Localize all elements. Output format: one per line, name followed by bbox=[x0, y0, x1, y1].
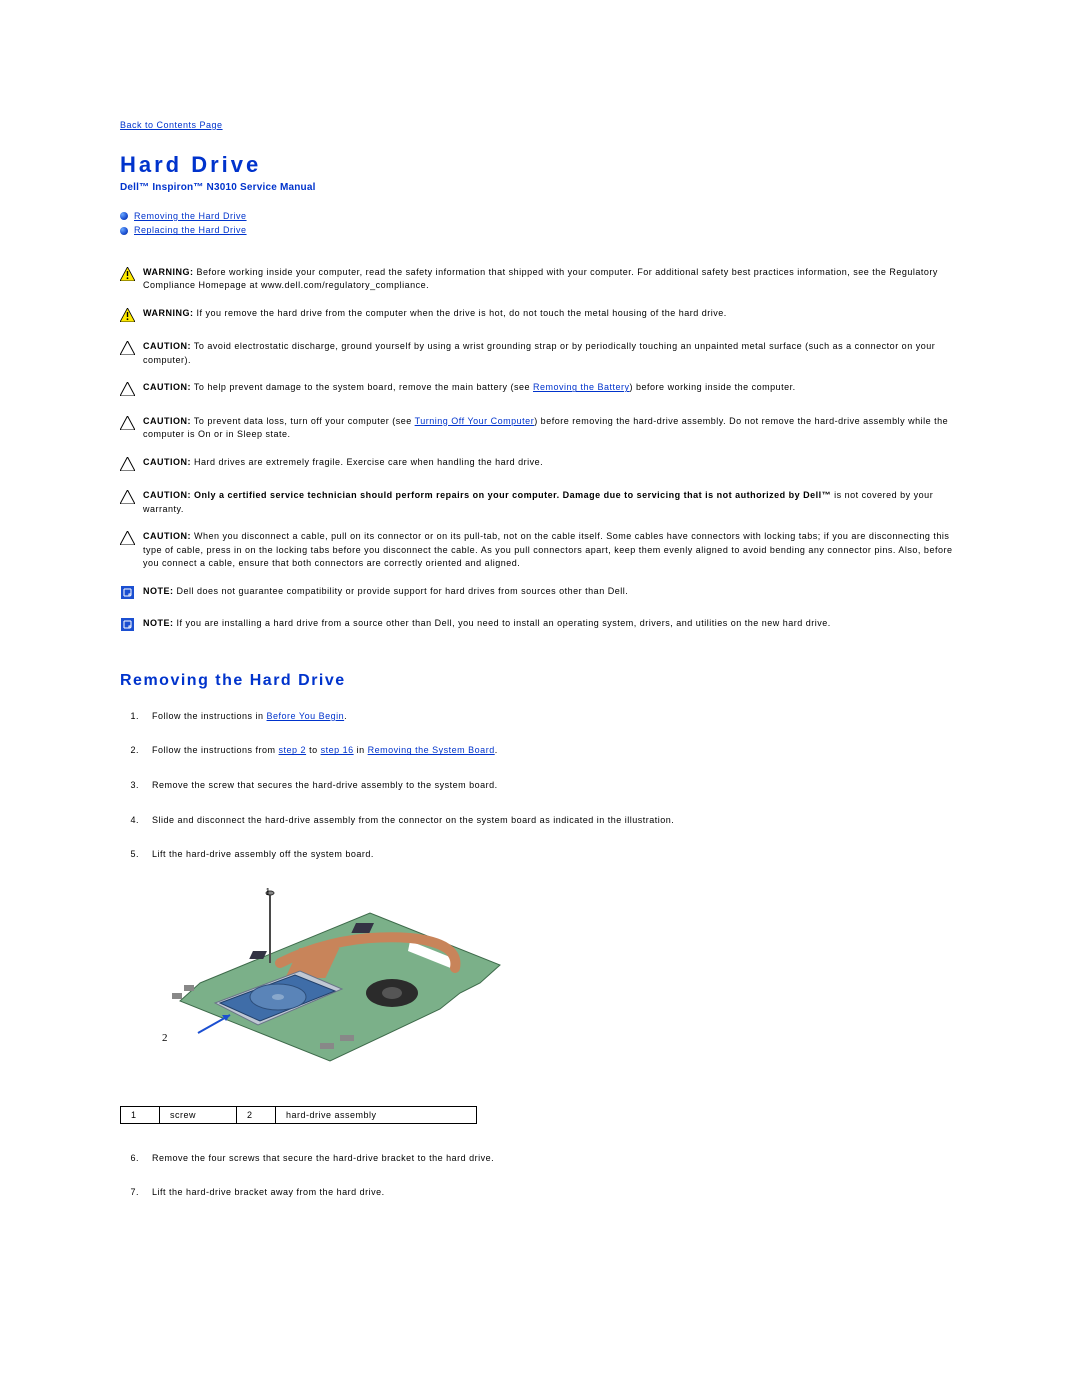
table-cell: hard-drive assembly bbox=[276, 1106, 477, 1123]
back-to-contents: Back to Contents Page bbox=[120, 120, 960, 130]
toc-item: Replacing the Hard Drive bbox=[120, 223, 960, 237]
diagram-callout-2: 2 bbox=[162, 1032, 168, 1044]
step-item: Follow the instructions from step 2 to s… bbox=[142, 744, 960, 757]
diagram-callout-1: 1 bbox=[265, 886, 271, 898]
link-removing-battery[interactable]: Removing the Battery bbox=[533, 382, 630, 392]
step-item: Slide and disconnect the hard-drive asse… bbox=[142, 814, 960, 827]
note-notice: NOTE: Dell does not guarantee compatibil… bbox=[120, 585, 960, 604]
notice-text: NOTE: Dell does not guarantee compatibil… bbox=[143, 585, 960, 599]
step-item: Follow the instructions in Before You Be… bbox=[142, 710, 960, 723]
link-turning-off[interactable]: Turning Off Your Computer bbox=[415, 416, 535, 426]
caution-notice: CAUTION: To help prevent damage to the s… bbox=[120, 381, 960, 401]
link-step2[interactable]: step 2 bbox=[279, 745, 307, 755]
caution-icon bbox=[120, 531, 135, 550]
caution-notice: CAUTION: To prevent data loss, turn off … bbox=[120, 415, 960, 442]
link-before-you-begin[interactable]: Before You Begin bbox=[267, 711, 345, 721]
notice-text: CAUTION: When you disconnect a cable, pu… bbox=[143, 530, 960, 571]
bullet-icon bbox=[120, 212, 128, 220]
page-title: Hard Drive bbox=[120, 152, 960, 178]
toc-item: Removing the Hard Drive bbox=[120, 209, 960, 223]
step-item: Remove the screw that secures the hard-d… bbox=[142, 779, 960, 792]
step-item: Remove the four screws that secure the h… bbox=[142, 1152, 960, 1165]
notice-text: WARNING: Before working inside your comp… bbox=[143, 266, 960, 293]
notice-text: CAUTION: To help prevent damage to the s… bbox=[143, 381, 960, 395]
table-cell: 1 bbox=[121, 1106, 160, 1123]
table-cell: screw bbox=[160, 1106, 237, 1123]
link-removing-system-board[interactable]: Removing the System Board bbox=[368, 745, 495, 755]
caution-icon bbox=[120, 341, 135, 360]
system-board-diagram: 1 2 bbox=[120, 883, 960, 1088]
notices: WARNING: Before working inside your comp… bbox=[120, 266, 960, 636]
note-notice: NOTE: If you are installing a hard drive… bbox=[120, 617, 960, 636]
caution-notice: CAUTION: Hard drives are extremely fragi… bbox=[120, 456, 960, 476]
caution-notice: CAUTION: To avoid electrostatic discharg… bbox=[120, 340, 960, 367]
notice-text: CAUTION: Hard drives are extremely fragi… bbox=[143, 456, 960, 470]
notice-text: WARNING: If you remove the hard drive fr… bbox=[143, 307, 960, 321]
parts-legend-table: 1 screw 2 hard-drive assembly bbox=[120, 1106, 477, 1124]
caution-icon bbox=[120, 382, 135, 401]
bullet-icon bbox=[120, 227, 128, 235]
table-of-contents: Removing the Hard Drive Replacing the Ha… bbox=[120, 209, 960, 238]
note-icon bbox=[120, 618, 135, 636]
warning-notice: WARNING: If you remove the hard drive fr… bbox=[120, 307, 960, 327]
caution-notice: CAUTION: When you disconnect a cable, pu… bbox=[120, 530, 960, 571]
table-row: 1 screw 2 hard-drive assembly bbox=[121, 1106, 477, 1123]
notice-text: CAUTION: To avoid electrostatic discharg… bbox=[143, 340, 960, 367]
warning-notice: WARNING: Before working inside your comp… bbox=[120, 266, 960, 293]
notice-text: NOTE: If you are installing a hard drive… bbox=[143, 617, 960, 631]
toc-link-removing[interactable]: Removing the Hard Drive bbox=[134, 209, 247, 223]
caution-notice: CAUTION: Only a certified service techni… bbox=[120, 489, 960, 516]
section-title-removing: Removing the Hard Drive bbox=[120, 672, 960, 690]
link-step16[interactable]: step 16 bbox=[321, 745, 354, 755]
step-item: Lift the hard-drive bracket away from th… bbox=[142, 1186, 960, 1199]
back-to-contents-link[interactable]: Back to Contents Page bbox=[120, 120, 223, 130]
notice-text: CAUTION: Only a certified service techni… bbox=[143, 489, 960, 516]
step-item: Lift the hard-drive assembly off the sys… bbox=[142, 848, 960, 861]
warning-icon bbox=[120, 267, 135, 286]
note-icon bbox=[120, 586, 135, 604]
document-page: Back to Contents Page Hard Drive Dell™ I… bbox=[0, 0, 1080, 1281]
caution-icon bbox=[120, 490, 135, 509]
procedure-steps: Follow the instructions in Before You Be… bbox=[120, 710, 960, 861]
page-subtitle: Dell™ Inspiron™ N3010 Service Manual bbox=[120, 182, 960, 193]
notice-text: CAUTION: To prevent data loss, turn off … bbox=[143, 415, 960, 442]
warning-icon bbox=[120, 308, 135, 327]
caution-icon bbox=[120, 416, 135, 435]
table-cell: 2 bbox=[237, 1106, 276, 1123]
caution-icon bbox=[120, 457, 135, 476]
procedure-steps-continued: Remove the four screws that secure the h… bbox=[120, 1152, 960, 1199]
toc-link-replacing[interactable]: Replacing the Hard Drive bbox=[134, 223, 247, 237]
